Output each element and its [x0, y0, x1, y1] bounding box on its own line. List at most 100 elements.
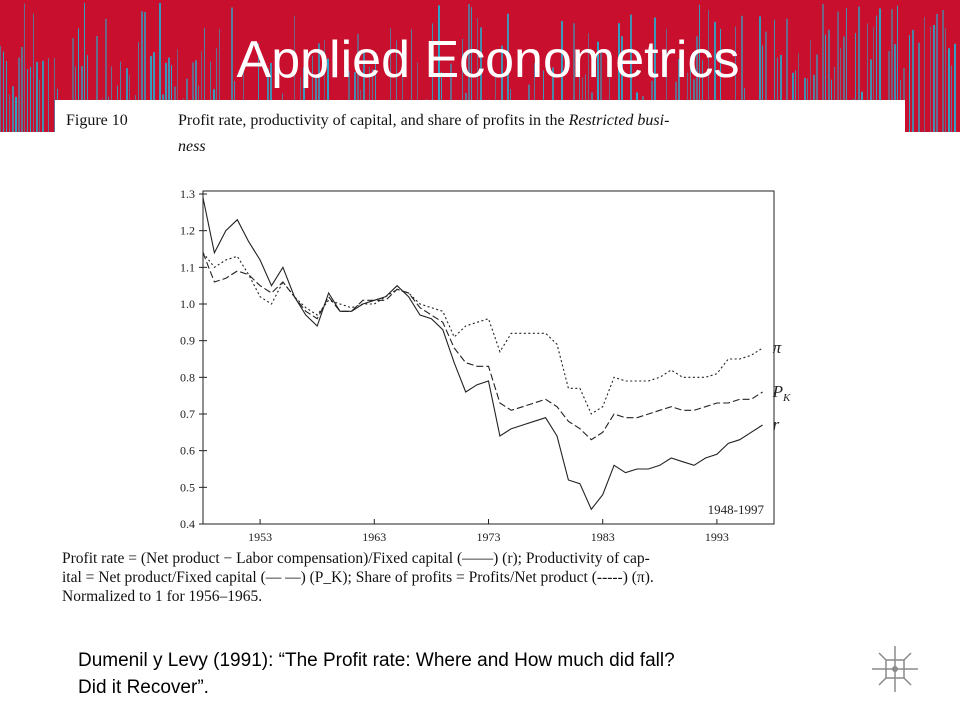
plot-frame: [202, 190, 775, 525]
banner-stripe: [840, 47, 841, 132]
banner-stripe: [171, 65, 172, 132]
banner-stripe: [3, 51, 4, 132]
footnote-line-3: Normalized to 1 for 1956–1965.: [62, 588, 263, 605]
banner-stripe: [507, 13, 509, 132]
banner-stripe: [33, 13, 34, 132]
banner-stripe: [243, 66, 244, 132]
banner-stripe: [501, 45, 503, 132]
banner-stripe: [477, 17, 478, 132]
banner-stripe: [177, 49, 178, 132]
banner-stripe: [417, 62, 418, 132]
x-tick-label: 1993: [705, 530, 729, 544]
banner-stripe: [810, 40, 811, 132]
y-tick-label: 0.6: [180, 444, 195, 458]
banner-stripe: [411, 29, 412, 132]
banner-stripe: [120, 61, 121, 132]
slide-title: Applied Econometrics: [236, 31, 740, 89]
banner-stripe: [855, 32, 856, 132]
banner-stripe: [15, 96, 17, 132]
banner-stripe: [708, 9, 709, 132]
banner-stripe: [432, 23, 433, 132]
banner-stripe: [369, 66, 370, 132]
banner-stripe: [552, 67, 554, 132]
banner-stripe: [822, 4, 824, 132]
banner-stripe: [573, 23, 575, 132]
banner-stripe: [879, 8, 881, 132]
banner-stripe: [201, 51, 202, 132]
y-tick-label: 0.4: [180, 517, 195, 531]
figure-caption: Figure 10 Profit rate, productivity of ca…: [66, 108, 906, 160]
banner-stripe: [36, 61, 38, 132]
y-tick-label: 1.3: [180, 187, 195, 201]
banner-stripe: [786, 18, 788, 132]
banner-stripe: [327, 58, 329, 132]
banner-stripe: [846, 8, 847, 132]
banner-stripe: [909, 35, 910, 132]
figure-footnote: Profit rate = (Net product − Labor compe…: [62, 549, 912, 606]
y-tick-label: 1.0: [180, 297, 195, 311]
caption-part-3: ness: [178, 138, 206, 155]
banner-stripe: [780, 55, 782, 132]
banner-stripe: [618, 23, 620, 132]
banner-stripe: [480, 27, 482, 132]
banner-stripe: [912, 29, 914, 132]
banner-stripe: [24, 3, 25, 132]
banner-stripe: [699, 4, 700, 132]
banner-stripe: [828, 29, 830, 132]
banner-stripe: [816, 54, 818, 132]
y-tick-label: 0.5: [180, 480, 195, 494]
x-tick-label: 1953: [248, 530, 272, 544]
banner-stripe: [588, 33, 589, 132]
banner-stripe: [930, 26, 931, 132]
banner-stripe: [219, 28, 220, 132]
banner-stripe: [894, 44, 896, 132]
banner-stripe: [951, 65, 952, 132]
banner-stripe: [762, 45, 763, 132]
banner-stripe: [78, 28, 79, 132]
banner-stripe: [888, 51, 890, 132]
banner-stripe: [81, 66, 83, 132]
banner-stripe: [375, 60, 376, 132]
banner-stripe: [396, 40, 397, 132]
banner-stripe: [54, 58, 55, 132]
banner-stripe: [204, 27, 205, 132]
banner-stripe: [876, 15, 877, 132]
banner-stripe: [735, 26, 736, 132]
banner-stripe: [195, 60, 197, 132]
banner-stripe: [303, 67, 305, 132]
banner-stripe: [696, 36, 698, 132]
banner-stripe: [21, 46, 23, 132]
citation-line-1: Dumenil y Levy (1991): “The Profit rate:…: [78, 650, 675, 671]
banner-stripe: [666, 28, 667, 132]
banner-stripe: [834, 66, 835, 132]
chart-annotation: 1948-1997: [708, 502, 765, 517]
banner-stripe: [294, 15, 295, 132]
banner-stripe: [105, 18, 107, 132]
figure-header-strip: [55, 100, 905, 132]
banner-stripe: [159, 3, 161, 132]
banner-stripe: [84, 2, 85, 132]
banner-stripe: [144, 12, 146, 132]
banner-stripe: [933, 24, 935, 132]
banner-stripe: [96, 35, 98, 132]
banner-stripe: [210, 61, 211, 132]
banner-stripe: [75, 66, 76, 132]
banner-stripe: [600, 51, 602, 132]
banner-stripe: [150, 56, 152, 132]
figure-number: Figure 10: [66, 112, 128, 129]
banner-stripe: [153, 52, 155, 132]
banner-stripe: [948, 48, 950, 132]
banner-stripe: [702, 60, 703, 132]
navigation-cross-icon[interactable]: [870, 644, 920, 694]
y-tick-label: 0.8: [180, 370, 195, 384]
banner-stripe: [741, 15, 743, 132]
banner-stripe: [138, 41, 139, 132]
banner-stripe: [945, 27, 946, 132]
banner-stripe: [324, 40, 325, 132]
series-line-pk: [202, 252, 763, 441]
banner-stripe: [936, 13, 938, 132]
banner-stripe: [471, 7, 472, 132]
banner-stripe: [27, 68, 28, 132]
figure-caption-text: Profit rate, productivity of capital, an…: [178, 108, 903, 160]
